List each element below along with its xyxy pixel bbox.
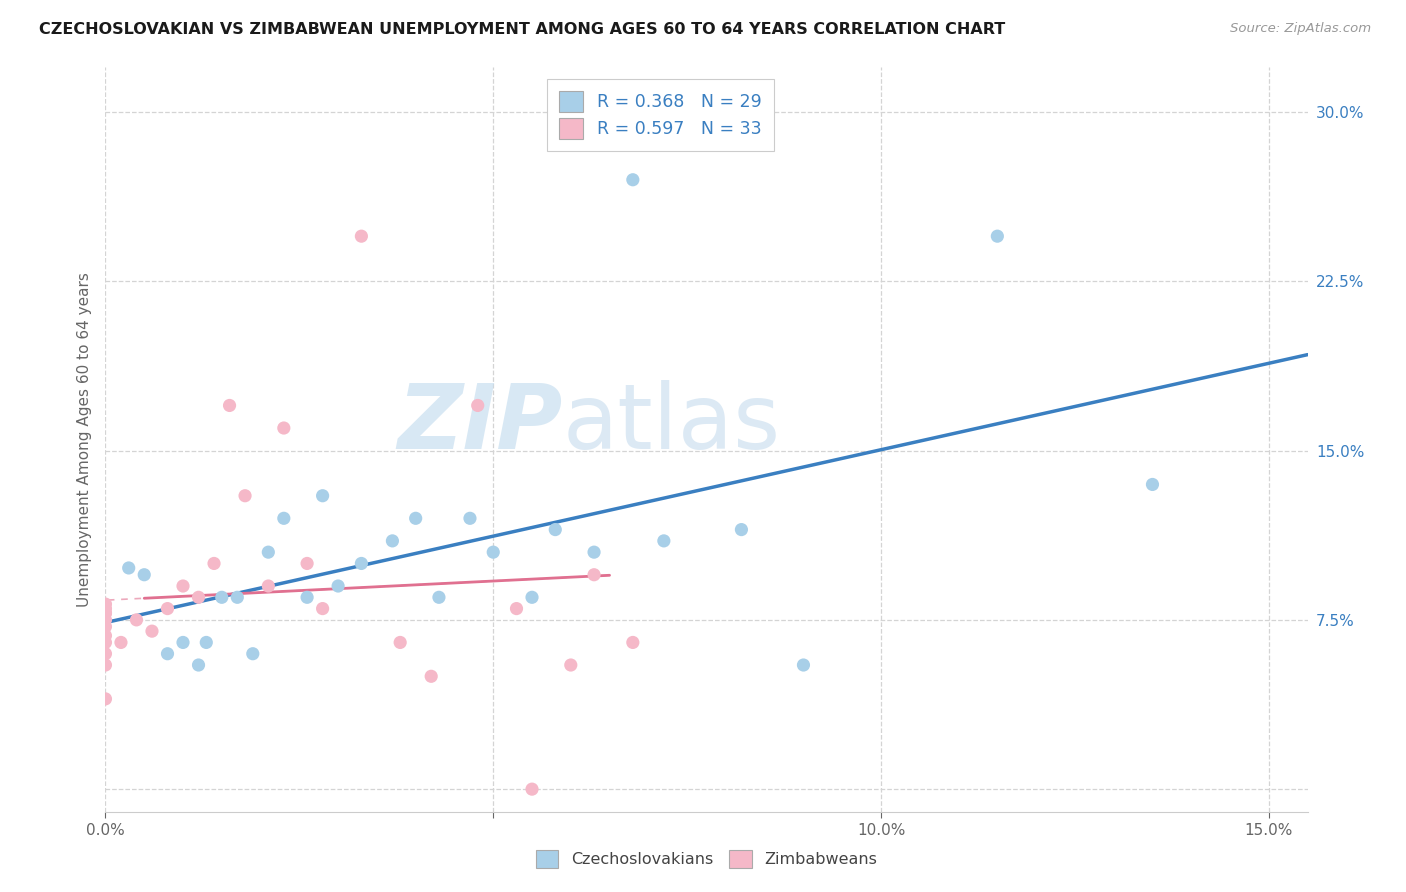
Point bbox=[389, 635, 412, 649]
Point bbox=[94, 597, 117, 611]
Point bbox=[187, 658, 209, 673]
Point bbox=[792, 658, 814, 673]
Point bbox=[621, 635, 644, 649]
Point bbox=[141, 624, 163, 639]
Point bbox=[467, 399, 489, 413]
Point bbox=[583, 567, 606, 582]
Point bbox=[295, 557, 318, 571]
Point bbox=[350, 557, 373, 571]
Point bbox=[420, 669, 443, 683]
Point bbox=[257, 545, 280, 559]
Text: atlas: atlas bbox=[562, 380, 780, 468]
Point bbox=[211, 591, 233, 605]
Point bbox=[94, 620, 117, 634]
Point bbox=[202, 557, 225, 571]
Point bbox=[350, 229, 373, 244]
Point bbox=[242, 647, 264, 661]
Point bbox=[94, 635, 117, 649]
Point bbox=[172, 579, 194, 593]
Point bbox=[381, 533, 404, 548]
Point bbox=[226, 591, 249, 605]
Point bbox=[94, 613, 117, 627]
Point bbox=[94, 691, 117, 706]
Point bbox=[94, 606, 117, 620]
Point bbox=[326, 579, 349, 593]
Point bbox=[1142, 477, 1164, 491]
Text: CZECHOSLOVAKIAN VS ZIMBABWEAN UNEMPLOYMENT AMONG AGES 60 TO 64 YEARS CORRELATION: CZECHOSLOVAKIAN VS ZIMBABWEAN UNEMPLOYME… bbox=[39, 22, 1005, 37]
Point bbox=[520, 591, 543, 605]
Point bbox=[257, 579, 280, 593]
Point bbox=[730, 523, 752, 537]
Point bbox=[233, 489, 256, 503]
Point bbox=[295, 591, 318, 605]
Point bbox=[273, 421, 295, 435]
Point bbox=[118, 561, 141, 575]
Point bbox=[110, 635, 132, 649]
Point bbox=[405, 511, 427, 525]
Point bbox=[187, 591, 209, 605]
Point bbox=[621, 173, 644, 187]
Point bbox=[544, 523, 567, 537]
Point bbox=[94, 647, 117, 661]
Point bbox=[583, 545, 606, 559]
Text: ZIP: ZIP bbox=[396, 380, 562, 468]
Point bbox=[156, 601, 179, 615]
Legend: Czechoslovakians, Zimbabweans: Czechoslovakians, Zimbabweans bbox=[530, 843, 883, 874]
Point bbox=[94, 606, 117, 620]
Point bbox=[505, 601, 527, 615]
Point bbox=[156, 647, 179, 661]
Y-axis label: Unemployment Among Ages 60 to 64 years: Unemployment Among Ages 60 to 64 years bbox=[76, 272, 91, 607]
Point bbox=[652, 533, 675, 548]
Point bbox=[311, 489, 333, 503]
Point bbox=[482, 545, 505, 559]
Point bbox=[273, 511, 295, 525]
Point bbox=[311, 601, 333, 615]
Point bbox=[218, 399, 240, 413]
Point bbox=[172, 635, 194, 649]
Point bbox=[94, 658, 117, 673]
Point bbox=[560, 658, 582, 673]
Point bbox=[94, 601, 117, 615]
Point bbox=[125, 613, 148, 627]
Text: Source: ZipAtlas.com: Source: ZipAtlas.com bbox=[1230, 22, 1371, 36]
Point bbox=[195, 635, 218, 649]
Point bbox=[458, 511, 481, 525]
Point bbox=[134, 567, 156, 582]
Point bbox=[986, 229, 1008, 244]
Point bbox=[94, 629, 117, 643]
Point bbox=[427, 591, 450, 605]
Point bbox=[520, 782, 543, 797]
